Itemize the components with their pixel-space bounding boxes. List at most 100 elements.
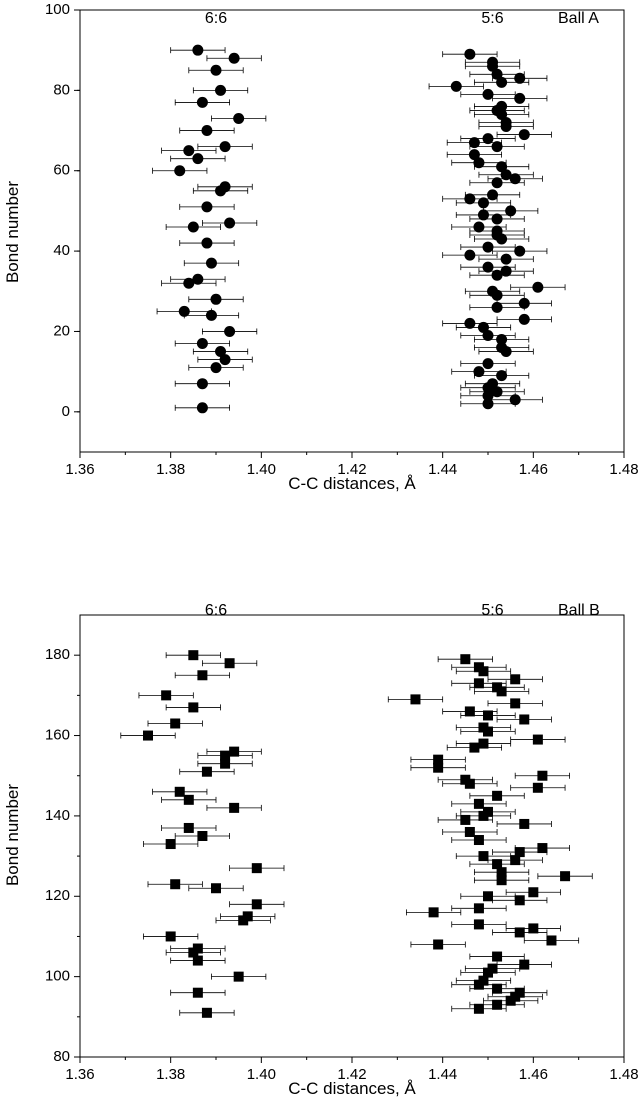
- marker-square: [188, 650, 199, 661]
- marker-circle: [228, 52, 240, 64]
- data-point-b-17: [229, 863, 285, 874]
- data-point-b-26: [170, 955, 226, 966]
- marker-circle: [201, 201, 213, 213]
- x-tick-label-a-3: 1.42: [337, 461, 366, 478]
- marker-circle: [496, 233, 508, 245]
- y-tick-label-a-0: 0: [62, 403, 70, 420]
- marker-square: [478, 851, 489, 862]
- marker-square: [496, 686, 507, 697]
- data-point-a-25: [192, 346, 249, 358]
- marker-circle: [192, 273, 204, 285]
- marker-square: [433, 762, 444, 773]
- data-point-b-73: [405, 907, 462, 918]
- data-point-a-51: [478, 169, 534, 181]
- data-point-b-0: [165, 650, 221, 661]
- marker-circle: [196, 378, 208, 390]
- data-point-a-1: [206, 52, 262, 64]
- data-point-a-11: [197, 181, 253, 193]
- marker-square: [532, 782, 543, 793]
- marker-square: [188, 702, 199, 713]
- marker-square: [473, 798, 484, 809]
- data-point-b-15: [174, 831, 231, 841]
- data-point-b-59: [442, 826, 498, 837]
- marker-circle: [491, 269, 503, 281]
- data-point-b-43: [460, 726, 516, 737]
- data-point-a-37: [460, 88, 516, 100]
- data-point-b-49: [514, 770, 570, 781]
- data-point-b-3: [138, 690, 194, 701]
- data-point-a-70: [469, 269, 525, 281]
- marker-square: [473, 903, 484, 914]
- marker-square: [546, 935, 557, 946]
- marker-square: [460, 654, 471, 665]
- marker-square: [464, 826, 475, 837]
- marker-circle: [192, 153, 204, 165]
- y-tick-label-a-5: 100: [45, 1, 70, 18]
- marker-circle: [464, 48, 476, 60]
- data-point-a-41: [473, 108, 530, 120]
- data-point-a-19: [161, 277, 217, 289]
- data-point-a-44: [496, 129, 552, 141]
- data-point-a-24: [174, 338, 231, 350]
- data-point-a-6: [179, 125, 235, 137]
- marker-circle: [518, 297, 530, 309]
- x-tick-label-a-6: 1.48: [609, 461, 638, 478]
- data-point-a-12: [192, 185, 249, 197]
- marker-square: [229, 802, 240, 813]
- data-point-a-55: [442, 193, 498, 205]
- data-point-b-71: [492, 895, 548, 906]
- data-point-a-83: [460, 358, 516, 370]
- y-tick-label-a-1: 20: [53, 322, 70, 339]
- marker-circle: [196, 402, 208, 414]
- data-point-a-75: [469, 301, 525, 313]
- marker-square: [473, 835, 484, 846]
- data-point-a-74: [496, 297, 552, 309]
- data-point-b-64: [455, 851, 512, 862]
- chart-ball-b: 1.36 1.38 1.40 1.42 1.44 1.46 1.48 80 100 120 140 1…: [3, 602, 639, 1098]
- marker-circle: [215, 185, 227, 197]
- x-axis-title-ball-a: C-C distances, Å: [288, 474, 416, 493]
- data-point-a-71: [510, 281, 566, 293]
- data-point-b-4: [165, 702, 221, 713]
- data-point-a-67: [478, 253, 534, 265]
- data-point-b-82: [460, 967, 516, 978]
- marker-square: [483, 710, 493, 721]
- marker-circle: [201, 237, 213, 249]
- data-point-a-77: [442, 317, 498, 329]
- marker-square: [170, 718, 181, 729]
- data-point-b-11: [152, 786, 208, 797]
- marker-circle: [509, 394, 521, 406]
- x-tick-label-b-2: 1.40: [247, 1066, 276, 1083]
- data-point-a-53: [469, 177, 525, 189]
- plot-frame-a: [79, 9, 625, 453]
- marker-circle: [491, 213, 503, 225]
- data-point-b-77: [523, 935, 580, 946]
- data-point-a-22: [183, 309, 240, 321]
- data-point-b-90: [451, 1003, 507, 1014]
- data-point-a-38: [492, 92, 548, 104]
- marker-circle: [514, 72, 526, 84]
- marker-square: [192, 987, 203, 998]
- data-point-b-37: [387, 694, 444, 705]
- data-point-b-7: [206, 746, 262, 757]
- y-tick-label-b-5: 180: [45, 646, 70, 663]
- data-points-ball-a: [152, 44, 566, 414]
- data-point-a-66: [442, 249, 498, 261]
- marker-square: [192, 955, 203, 966]
- data-point-b-72: [451, 903, 507, 914]
- data-point-a-35: [473, 76, 530, 88]
- marker-square: [201, 1007, 212, 1018]
- marker-square: [473, 979, 484, 990]
- marker-square: [183, 794, 194, 805]
- data-point-b-13: [206, 802, 262, 813]
- marker-circle: [468, 137, 480, 149]
- marker-circle: [500, 121, 512, 133]
- marker-square: [473, 1003, 484, 1014]
- marker-square: [170, 879, 181, 890]
- marker-circle: [464, 317, 476, 329]
- data-point-a-56: [455, 197, 512, 209]
- marker-square: [492, 999, 503, 1010]
- marker-square: [238, 915, 249, 926]
- data-point-b-19: [188, 883, 244, 894]
- marker-square: [161, 690, 172, 701]
